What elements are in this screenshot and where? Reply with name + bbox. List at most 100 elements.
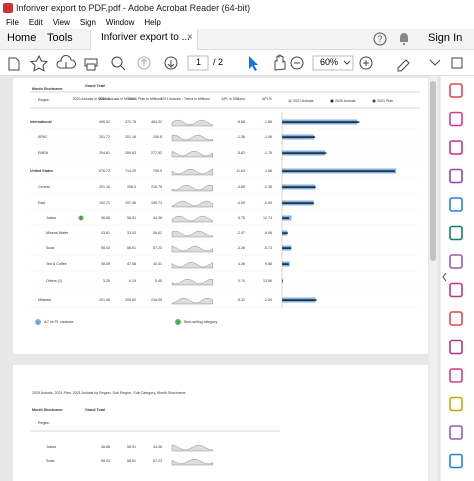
plan-bar <box>282 152 327 154</box>
tool-icon[interactable] <box>449 254 463 269</box>
document-tab-title: Inforiver export to ... <box>101 32 190 43</box>
zoom-out[interactable] <box>290 56 304 70</box>
row-label: Mineral Water <box>46 231 69 235</box>
scrollbar[interactable] <box>429 76 437 481</box>
menu-item[interactable]: Edit <box>28 18 43 27</box>
more-icon[interactable] <box>429 59 441 66</box>
select-tool[interactable] <box>249 56 258 71</box>
cell-value: 57.23 <box>153 246 162 250</box>
footnote-text: AC vs PL variance <box>44 320 73 324</box>
zoom-icon[interactable] <box>111 56 123 68</box>
cell-value: 204.61 <box>99 151 110 155</box>
tab-bar: Home Tools Inforiver export to ... × ? S… <box>0 29 474 50</box>
tool-icon[interactable] <box>449 197 463 212</box>
home-tab[interactable]: Home <box>7 32 37 44</box>
cell-value: 5.45 <box>155 279 162 283</box>
sparkline <box>171 278 214 286</box>
row-label: APAC <box>38 135 48 139</box>
cell-value: 58.91 <box>127 216 136 220</box>
cell-value: -1.36 <box>237 135 245 139</box>
menu-item[interactable]: File <box>6 18 19 27</box>
tool-icon[interactable] <box>449 425 463 440</box>
tool-icon[interactable] <box>449 111 463 127</box>
footnote-badge-label: 1 <box>37 320 39 324</box>
sign-in[interactable]: Sign In <box>428 32 463 44</box>
tool-icon[interactable] <box>449 453 463 469</box>
menu-item[interactable]: Sign <box>79 18 96 27</box>
cell-value: 4.28 <box>238 262 245 266</box>
cell-value: 210.75 <box>151 185 162 189</box>
legend-label: 2021 Plan <box>377 99 393 103</box>
legend-swatch <box>330 99 334 103</box>
sign-icon[interactable] <box>397 59 410 72</box>
cell-value: -2.54 <box>264 298 272 302</box>
page-2-content: 2020 Actuals, 2021 Plan, 2021 Actuals by… <box>30 391 280 466</box>
cell-value: 47.58 <box>127 262 136 266</box>
column-header: ΔPL in Millions <box>222 97 246 101</box>
zoom-box[interactable] <box>312 55 354 71</box>
app-icon <box>3 3 13 13</box>
cell-value: 199.73 <box>151 201 162 205</box>
month-header: Month Shortname <box>32 408 63 412</box>
close-tab[interactable]: × <box>187 32 193 43</box>
upload-icon[interactable] <box>56 54 76 69</box>
menu-item[interactable]: Help <box>144 18 161 27</box>
document-tab[interactable]: Inforiver export to ... × <box>90 29 198 50</box>
star-icon[interactable] <box>29 54 49 72</box>
hand-tool[interactable] <box>274 54 286 71</box>
page-1-content: Month Shortname Grand Total Region 2020 Act… <box>30 84 420 325</box>
share-icon[interactable] <box>451 57 463 69</box>
cell-value: 44.36 <box>153 216 162 220</box>
tools-tab[interactable]: Tools <box>47 32 73 44</box>
sparkline <box>171 184 214 192</box>
tool-icon[interactable] <box>449 168 463 184</box>
cell-value: -5.62 <box>237 151 245 155</box>
footnote-badge-label: 2 <box>177 320 179 324</box>
cell-value: 201.06 <box>99 298 110 302</box>
help-icon[interactable]: ? <box>373 32 387 46</box>
sparkline <box>171 458 214 466</box>
tool-icon[interactable] <box>449 83 463 98</box>
page-box[interactable] <box>187 55 209 71</box>
cell-value: -9.06 <box>264 231 272 235</box>
tool-icons <box>449 83 463 469</box>
cell-value: 192.21 <box>99 201 110 205</box>
plan-bar <box>282 217 290 219</box>
tool-icon[interactable] <box>449 396 463 412</box>
cell-value: 6.19 <box>129 279 136 283</box>
tool-icon[interactable] <box>449 140 463 155</box>
page-number: 1 <box>196 57 202 67</box>
next-page[interactable] <box>164 56 178 70</box>
cell-value: -1.75 <box>264 151 272 155</box>
cell-value: 484.32 <box>151 120 162 124</box>
tool-icon[interactable] <box>449 282 463 298</box>
notifications-icon[interactable] <box>398 32 410 46</box>
row-label: Central <box>38 185 50 189</box>
tool-icon[interactable] <box>449 368 463 383</box>
cell-value: 206.8 <box>153 135 162 139</box>
row-label: International <box>30 120 52 124</box>
plan-bar <box>282 121 360 123</box>
row-label: Others (1) <box>46 279 62 283</box>
cell-value: 55.43 <box>101 246 110 250</box>
cell-value: -6.88 <box>237 120 245 124</box>
cell-value: 714.29 <box>125 169 136 173</box>
cell-value: 470.78 <box>125 120 136 124</box>
zoom-in[interactable] <box>359 56 373 70</box>
tool-icon[interactable] <box>449 339 463 355</box>
cell-value: 55.43 <box>101 459 110 463</box>
footnote-badge <box>175 319 181 325</box>
cell-value: 44.36 <box>153 445 162 449</box>
scroll-thumb[interactable] <box>430 81 436 261</box>
legend-label: 2020 Actuals <box>335 99 356 103</box>
cell-value: 38.59 <box>101 262 110 266</box>
prev-page[interactable] <box>137 56 151 70</box>
tool-icon[interactable] <box>449 225 463 241</box>
menu-item[interactable]: Window <box>105 18 135 27</box>
collapse-panel[interactable] <box>442 272 447 282</box>
page-2 <box>13 365 428 481</box>
menu-item[interactable]: View <box>52 18 70 27</box>
create-icon[interactable] <box>8 57 20 71</box>
tool-icon[interactable] <box>449 311 463 326</box>
zoom-level: 60% <box>320 57 339 67</box>
